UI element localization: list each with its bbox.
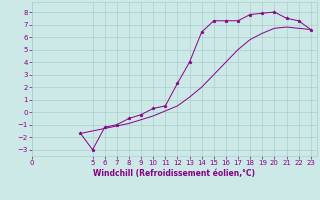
X-axis label: Windchill (Refroidissement éolien,°C): Windchill (Refroidissement éolien,°C) <box>93 169 255 178</box>
